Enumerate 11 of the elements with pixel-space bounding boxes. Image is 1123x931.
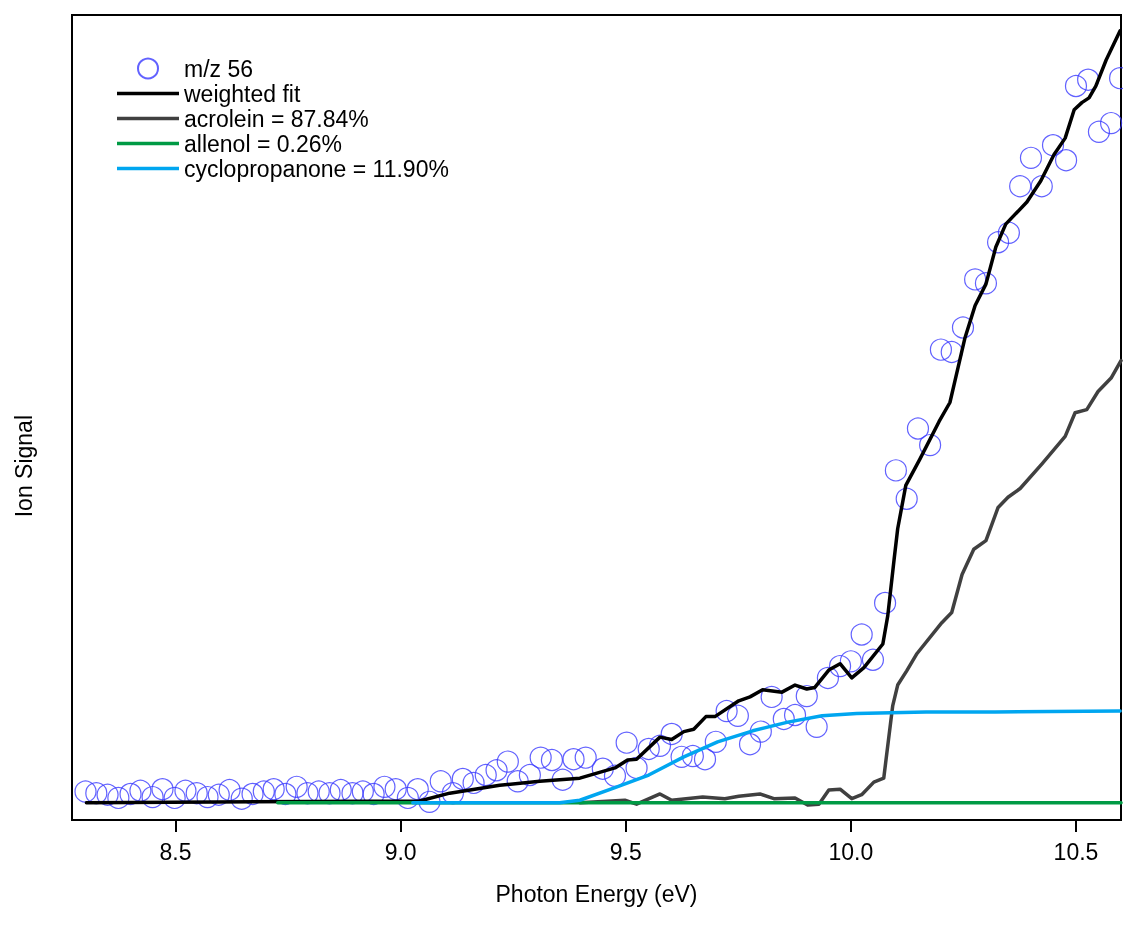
legend-label: cyclopropanone = 11.90% <box>184 155 449 182</box>
x-tick-label: 9.0 <box>384 838 417 865</box>
y-axis-title: Ion Signal <box>10 414 37 518</box>
x-axis-title: Photon Energy (eV) <box>495 880 698 907</box>
legend-label: allenol = 0.26% <box>184 130 342 157</box>
x-tick-label: 9.5 <box>609 838 642 865</box>
x-tick-label: 10.0 <box>828 838 874 865</box>
x-tick-label: 8.5 <box>159 838 192 865</box>
legend-label: weighted fit <box>183 80 301 107</box>
legend-label: m/z 56 <box>184 55 254 82</box>
x-tick-label: 10.5 <box>1053 838 1099 865</box>
